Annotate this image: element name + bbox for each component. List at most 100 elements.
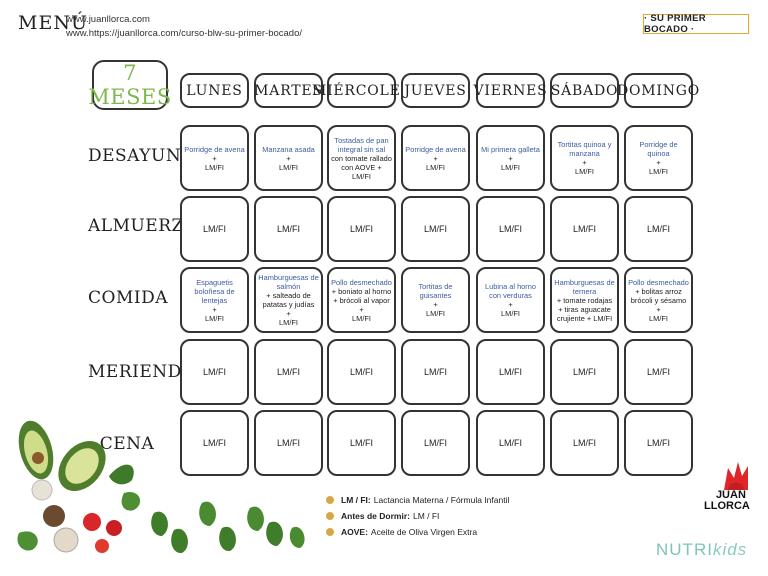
- food-entry: Hamburguesas de ternera + tomate rodajas …: [552, 278, 617, 323]
- plus-sign: +: [433, 300, 438, 309]
- spinach-leaf-icon: [151, 511, 168, 536]
- legend-item-bedtime: Antes de Dormir: LM / FI: [326, 511, 439, 521]
- plus-sign: +: [286, 153, 291, 163]
- milk-label: LM/FI: [572, 223, 596, 234]
- course-badge: · SU PRIMER BOCADO ·: [643, 13, 749, 35]
- milk-label: LM/FI: [202, 223, 226, 234]
- website-link[interactable]: www.juanllorca.com: [66, 14, 150, 25]
- menu-cell: LM/FI: [327, 339, 396, 405]
- plus-sign: +: [433, 153, 438, 163]
- milk-label: LM/FI: [572, 437, 596, 448]
- food-entry: Manzana asada + LM/FI: [260, 145, 317, 172]
- dish-name: Porridge de avena: [184, 144, 245, 154]
- milk-label: LM/FI: [349, 223, 373, 234]
- day-header-4: VIERNES: [473, 73, 547, 108]
- menu-cell: Pollo desmechado + bolitas arroz brócoli …: [624, 267, 693, 333]
- meal-label-4: CENA: [99, 434, 155, 454]
- menu-cell: Tortitas de guisantes + LM/FI: [401, 267, 470, 333]
- plus-sign: +: [656, 304, 661, 314]
- tomato-icon: [106, 520, 122, 536]
- dish-name: Porridge de avena: [405, 144, 466, 154]
- spinach-leaf-icon: [266, 521, 283, 546]
- legend-key: AOVE:: [341, 527, 368, 537]
- mushroom-icon: [53, 527, 79, 553]
- menu-cell: LM/FI: [180, 410, 249, 476]
- menu-cell: LM/FI: [180, 196, 249, 262]
- plus-sign: +: [286, 309, 291, 318]
- food-entry: Hamburguesas de salmón + salteado de pata…: [256, 273, 321, 327]
- day-header-6: DOMINGO: [617, 73, 699, 108]
- menu-cell: Mi primera galleta + LM/FI: [476, 125, 545, 191]
- leaf-icon: [109, 464, 134, 485]
- legend-key: Antes de Dormir:: [341, 511, 410, 521]
- spinach-leaf-icon: [171, 528, 188, 554]
- milk-label: LM/FI: [423, 366, 447, 377]
- milk-label: LM/FI: [349, 437, 373, 448]
- milk-label: LM/FI: [349, 366, 373, 377]
- bullet-icon: [326, 528, 334, 536]
- menu-cell: LM/FI: [401, 410, 470, 476]
- plus-sign: +: [656, 158, 661, 167]
- milk-label: LM/FI: [279, 318, 298, 327]
- milk-label: LM/FI: [205, 162, 224, 172]
- meal-label-2: COMIDA: [88, 288, 168, 308]
- milk-label: LM/FI: [423, 437, 447, 448]
- menu-cell: Lubina al horno con verduras + LM/FI: [476, 267, 545, 333]
- menu-cell: LM/FI: [254, 339, 323, 405]
- food-entry: Tostadas de pan integral sin sal con toma…: [329, 136, 394, 181]
- course-link[interactable]: www.https://juanllorca.com/curso-blw-su-…: [66, 28, 302, 39]
- spinach-leaf-icon: [199, 501, 216, 526]
- menu-cell: LM/FI: [476, 339, 545, 405]
- spinach-leaf-icon: [247, 506, 264, 531]
- side-dish: + bolitas arroz brócoli y sésamo: [630, 286, 687, 305]
- menu-cell: Porridge de quinoa + LM/FI: [624, 125, 693, 191]
- side-dish: + tomate rodajas + tiras aguacate crujie…: [556, 295, 613, 323]
- milk-label: LM/FI: [649, 167, 668, 176]
- tomato-icon: [83, 513, 101, 531]
- brand-logo: JUAN LLORCA: [704, 490, 750, 512]
- milk-label: LM/FI: [646, 437, 670, 448]
- milk-label: LM/FI: [501, 162, 520, 172]
- menu-cell: Pollo desmechado + boniato al horno + bró…: [327, 267, 396, 333]
- milk-label: LM/FI: [426, 309, 445, 318]
- legend-text: Lactancia Materna / Fórmula Infantil: [373, 495, 510, 505]
- meal-label-1: ALMUERZO: [88, 216, 199, 236]
- day-header-2: MIÉRCOLES: [312, 73, 410, 108]
- menu-cell: LM/FI: [550, 410, 619, 476]
- milk-label: LM/FI: [352, 313, 371, 323]
- menu-title: MENÚ: [18, 12, 88, 34]
- plus-sign: +: [508, 300, 513, 309]
- menu-cell: LM/FI: [476, 196, 545, 262]
- menu-cell: Tortitas quinoa y manzana + LM/FI: [550, 125, 619, 191]
- bullet-icon: [326, 512, 334, 520]
- day-header-3: JUEVES: [401, 73, 470, 108]
- food-entry: Porridge de avena + LM/FI: [403, 145, 467, 172]
- menu-cell: LM/FI: [624, 339, 693, 405]
- menu-cell: Hamburguesas de ternera + tomate rodajas …: [550, 267, 619, 333]
- milk-label: LM/FI: [646, 366, 670, 377]
- milk-label: LM/FI: [646, 223, 670, 234]
- menu-cell: LM/FI: [476, 410, 545, 476]
- food-entry: Mi primera galleta + LM/FI: [479, 145, 542, 172]
- day-header-0: LUNES: [180, 73, 249, 108]
- dish-name: Pollo desmechado: [628, 277, 689, 287]
- menu-cell: LM/FI: [254, 410, 323, 476]
- milk-label: LM/FI: [276, 223, 300, 234]
- milk-label: LM/FI: [498, 437, 522, 448]
- mushroom-icon: [31, 479, 53, 501]
- brand-line2: LLORCA: [704, 500, 750, 512]
- side-dish: con tomate rallado con AOVE +: [331, 153, 392, 172]
- menu-cell: LM/FI: [401, 339, 470, 405]
- plus-sign: +: [212, 153, 217, 163]
- milk-label: LM/FI: [572, 366, 596, 377]
- milk-label: LM/FI: [498, 366, 522, 377]
- side-dish: + salteado de patatas y judías: [262, 291, 315, 309]
- milk-label: LM/FI: [501, 309, 520, 318]
- dish-name: Lubina al horno con verduras: [485, 282, 536, 300]
- menu-cell: LM/FI: [327, 410, 396, 476]
- nutrikids-logo: NUTRIkids: [656, 540, 747, 560]
- side-dish: + boniato al horno + brócoli al vapor: [331, 286, 392, 305]
- food-entry: Lubina al horno con verduras + LM/FI: [478, 282, 543, 318]
- legend-text: LM / FI: [412, 511, 440, 521]
- menu-cell: LM/FI: [624, 196, 693, 262]
